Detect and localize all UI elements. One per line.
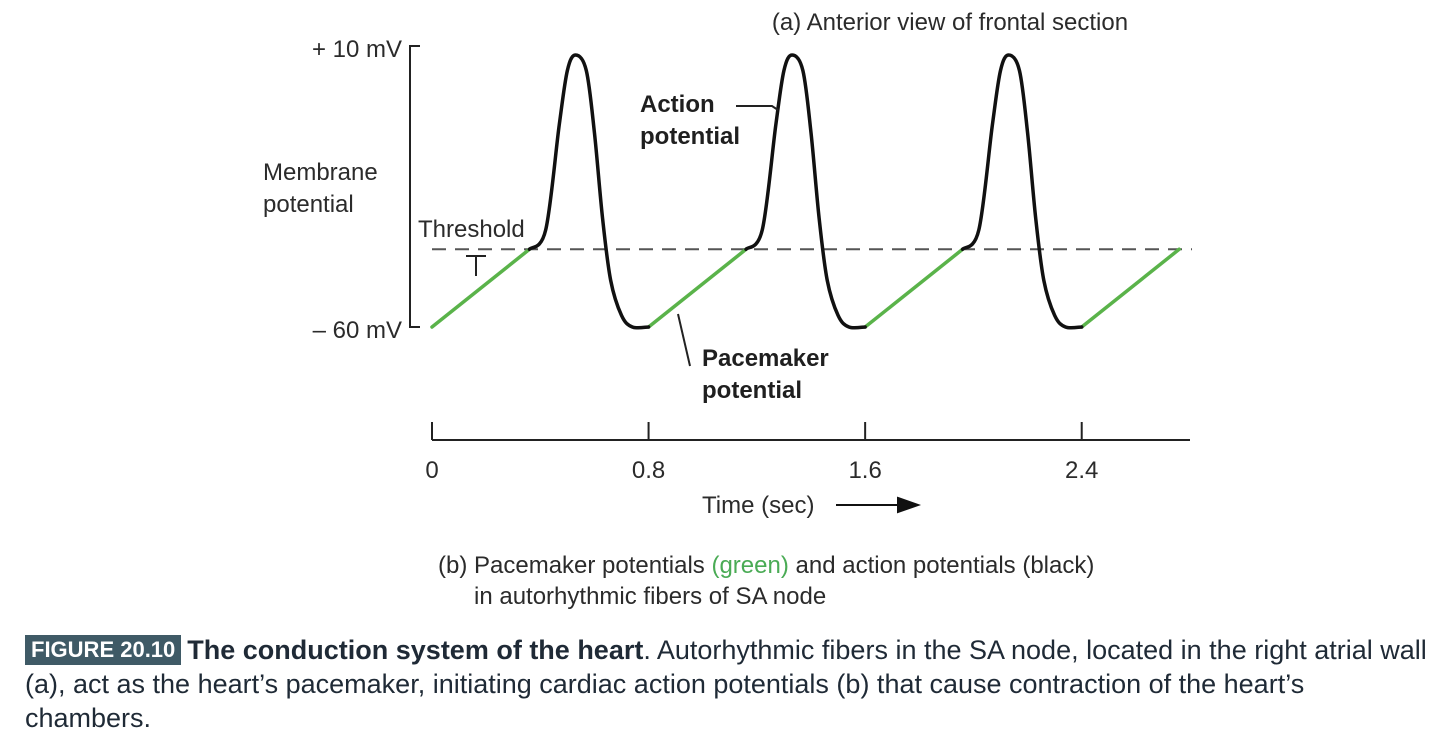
action-potential-label-line2: potential [640, 123, 740, 150]
figure-caption: FIGURE 20.10 The conduction system of the… [25, 633, 1430, 735]
threshold-label: Threshold [418, 216, 525, 243]
figure-title: The conduction system of the heart [187, 635, 644, 665]
threshold-pointer [466, 255, 486, 276]
action-potential-label-line1: Action [640, 91, 715, 118]
figure-caption-text: . Autorhythmic fibers in the SA node, lo… [25, 635, 1427, 733]
y-tick-bottom: – 60 mV [313, 317, 402, 344]
pacemaker-potential-leader [677, 313, 691, 367]
time-arrow [836, 496, 922, 514]
action-potential-leader [736, 105, 779, 111]
x-tick-label: 1.6 [848, 457, 881, 484]
action-potential-curve-2 [744, 53, 867, 330]
panel-b-caption-line1: (b) Pacemaker potentials (green) and act… [438, 552, 1094, 579]
action-potential-chart: (a) Anterior view of frontal section + 1… [263, 9, 1192, 610]
figure-badge: FIGURE 20.10 [25, 635, 182, 665]
panel-a-title: (a) Anterior view of frontal section [772, 9, 1128, 36]
action-potential-curve-3 [960, 53, 1084, 330]
x-tick-label: 2.4 [1065, 457, 1098, 484]
pacemaker-potential-label-line1: Pacemaker [702, 345, 829, 372]
panel-b-caption-line2: in autorhythmic fibers of SA node [474, 583, 826, 610]
pacemaker-potential-segment-4 [1079, 247, 1181, 329]
y-axis-label-line2: potential [263, 191, 354, 218]
action-potential-curve-1 [527, 53, 651, 330]
x-tick-label: 0.8 [632, 457, 665, 484]
y-axis-bracket [409, 45, 420, 328]
pacemaker-potential-label-line2: potential [702, 377, 802, 404]
pacemaker-potential-segment-2 [646, 247, 748, 329]
pacemaker-potential-segment-3 [863, 247, 965, 329]
pacemaker-potential-segment-1 [430, 247, 532, 329]
y-tick-top: + 10 mV [312, 36, 402, 63]
x-tick-label: 0 [425, 457, 438, 484]
y-axis-label-line1: Membrane [263, 159, 378, 186]
x-axis-label: Time (sec) [702, 492, 814, 519]
